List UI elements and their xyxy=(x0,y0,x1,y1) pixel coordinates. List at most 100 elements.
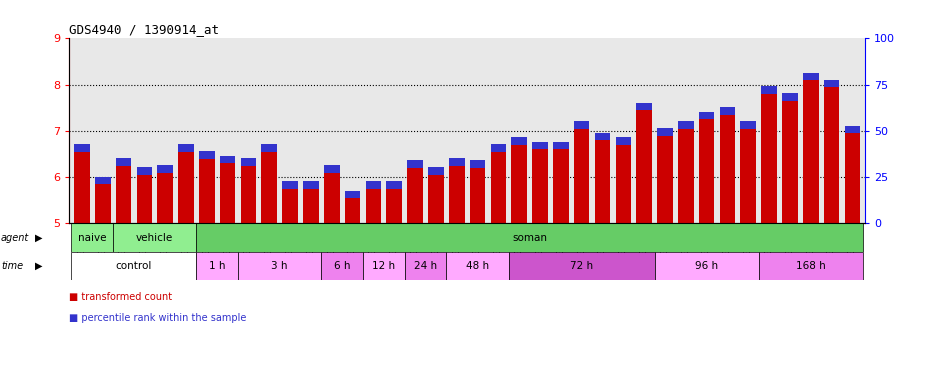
Bar xyxy=(553,142,569,149)
Bar xyxy=(113,223,196,252)
Bar xyxy=(74,152,90,223)
Bar xyxy=(282,181,298,189)
Bar xyxy=(137,175,152,223)
Bar xyxy=(512,145,527,223)
Text: 3 h: 3 h xyxy=(271,261,288,271)
Bar xyxy=(803,73,819,80)
Text: ▶: ▶ xyxy=(35,261,43,271)
Bar xyxy=(387,181,402,189)
Text: time: time xyxy=(1,261,23,271)
Bar xyxy=(303,189,319,223)
Text: agent: agent xyxy=(1,233,30,243)
Text: 168 h: 168 h xyxy=(796,261,826,271)
Text: 6 h: 6 h xyxy=(334,261,351,271)
Bar xyxy=(470,161,486,168)
Bar xyxy=(449,158,464,166)
Bar xyxy=(824,79,839,87)
Bar xyxy=(509,252,655,280)
Bar xyxy=(783,101,797,223)
Text: 72 h: 72 h xyxy=(570,261,593,271)
Bar xyxy=(196,223,863,252)
Bar xyxy=(95,184,110,223)
Bar xyxy=(845,126,860,133)
Bar xyxy=(678,129,694,223)
Text: GDS4940 / 1390914_at: GDS4940 / 1390914_at xyxy=(69,23,219,36)
Bar xyxy=(428,175,444,223)
Bar xyxy=(238,252,321,280)
Text: naive: naive xyxy=(78,233,106,243)
Bar xyxy=(615,137,631,145)
Bar xyxy=(71,252,196,280)
Bar xyxy=(532,149,548,223)
Bar xyxy=(740,129,756,223)
Bar xyxy=(363,252,404,280)
Bar xyxy=(220,156,236,163)
Bar xyxy=(157,165,173,172)
Bar xyxy=(240,166,256,223)
Text: ▶: ▶ xyxy=(35,233,43,243)
Bar xyxy=(71,223,113,252)
Bar xyxy=(199,151,215,159)
Bar xyxy=(446,252,509,280)
Bar xyxy=(262,144,278,152)
Bar xyxy=(740,121,756,129)
Text: control: control xyxy=(116,261,152,271)
Bar xyxy=(303,181,319,189)
Bar xyxy=(655,252,758,280)
Bar xyxy=(636,110,652,223)
Bar xyxy=(387,189,402,223)
Text: 24 h: 24 h xyxy=(413,261,437,271)
Bar xyxy=(179,152,194,223)
Text: soman: soman xyxy=(512,233,547,243)
Bar xyxy=(470,168,486,223)
Text: 96 h: 96 h xyxy=(695,261,718,271)
Bar xyxy=(532,142,548,149)
Bar xyxy=(553,149,569,223)
Text: vehicle: vehicle xyxy=(136,233,173,243)
Bar xyxy=(720,115,735,223)
Bar xyxy=(803,80,819,223)
Bar xyxy=(490,144,506,152)
Bar xyxy=(345,198,361,223)
Bar xyxy=(758,252,863,280)
Bar xyxy=(574,121,589,129)
Bar xyxy=(95,177,110,184)
Text: ■ percentile rank within the sample: ■ percentile rank within the sample xyxy=(69,313,247,323)
Bar xyxy=(490,152,506,223)
Bar xyxy=(116,158,131,166)
Bar xyxy=(574,129,589,223)
Bar xyxy=(321,252,363,280)
Bar xyxy=(240,158,256,166)
Bar xyxy=(407,161,423,168)
Bar xyxy=(761,86,777,94)
Bar xyxy=(324,172,339,223)
Bar xyxy=(698,119,714,223)
Bar xyxy=(196,252,238,280)
Bar xyxy=(720,107,735,115)
Bar xyxy=(262,152,278,223)
Bar xyxy=(282,189,298,223)
Bar xyxy=(449,166,464,223)
Bar xyxy=(678,121,694,129)
Bar xyxy=(404,252,446,280)
Bar xyxy=(157,172,173,223)
Bar xyxy=(74,144,90,152)
Bar xyxy=(657,128,672,136)
Bar xyxy=(761,94,777,223)
Bar xyxy=(636,103,652,110)
Bar xyxy=(615,145,631,223)
Text: 1 h: 1 h xyxy=(209,261,226,271)
Bar xyxy=(824,87,839,223)
Bar xyxy=(407,168,423,223)
Bar xyxy=(657,136,672,223)
Bar xyxy=(595,133,610,140)
Bar xyxy=(220,163,236,223)
Bar xyxy=(345,190,361,198)
Bar xyxy=(428,167,444,175)
Text: 48 h: 48 h xyxy=(466,261,489,271)
Bar xyxy=(324,165,339,172)
Text: 12 h: 12 h xyxy=(372,261,395,271)
Bar xyxy=(179,144,194,152)
Text: ■ transformed count: ■ transformed count xyxy=(69,292,172,302)
Bar xyxy=(783,93,797,101)
